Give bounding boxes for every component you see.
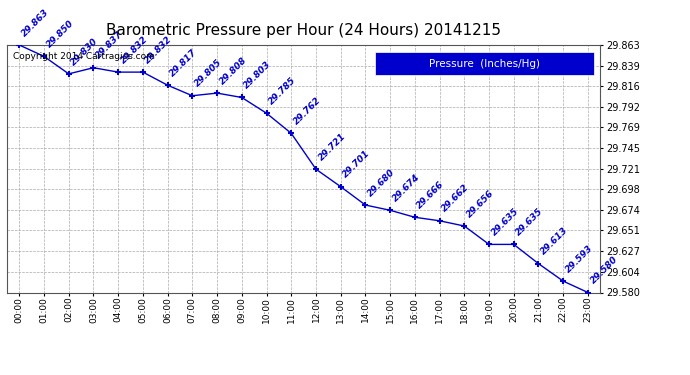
Text: 29.635: 29.635	[490, 207, 520, 237]
Text: 29.805: 29.805	[193, 58, 224, 89]
Text: 29.662: 29.662	[440, 183, 471, 214]
FancyBboxPatch shape	[375, 53, 594, 75]
Text: 29.785: 29.785	[267, 75, 298, 106]
Text: 29.666: 29.666	[415, 180, 446, 210]
Text: 29.762: 29.762	[292, 96, 323, 126]
Text: 29.850: 29.850	[45, 19, 75, 50]
Text: 29.721: 29.721	[317, 131, 347, 162]
Text: 29.680: 29.680	[366, 167, 397, 198]
Text: 29.701: 29.701	[342, 149, 372, 180]
Text: 29.830: 29.830	[69, 36, 100, 67]
Text: 29.635: 29.635	[514, 207, 545, 237]
Text: 29.613: 29.613	[539, 226, 570, 257]
Text: 29.593: 29.593	[564, 243, 595, 274]
Text: 29.817: 29.817	[168, 48, 199, 78]
Text: 29.832: 29.832	[119, 34, 150, 65]
Text: Copyright 2014 Cartragios.com: Copyright 2014 Cartragios.com	[13, 53, 155, 62]
Text: 29.832: 29.832	[144, 34, 175, 65]
Text: 29.803: 29.803	[242, 60, 273, 90]
Text: Pressure  (Inches/Hg): Pressure (Inches/Hg)	[429, 58, 540, 69]
Text: 29.656: 29.656	[465, 188, 495, 219]
Text: 29.863: 29.863	[20, 7, 50, 38]
Text: 29.808: 29.808	[217, 55, 248, 86]
Text: 29.837: 29.837	[94, 30, 125, 61]
Text: 29.674: 29.674	[391, 172, 422, 203]
Text: 29.580: 29.580	[589, 255, 620, 285]
Text: Barometric Pressure per Hour (24 Hours) 20141215: Barometric Pressure per Hour (24 Hours) …	[106, 22, 501, 38]
